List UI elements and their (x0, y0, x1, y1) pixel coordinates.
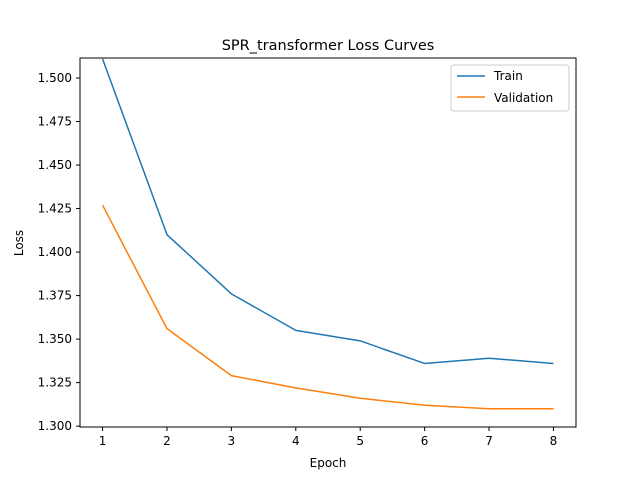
y-tick-label: 1.475 (38, 115, 72, 129)
x-tick-label: 4 (292, 434, 300, 448)
axes-frame (79, 57, 577, 428)
y-tick-label: 1.500 (38, 71, 72, 85)
series-line-train (101, 58, 554, 365)
plot-area (79, 57, 577, 428)
y-tick-label: 1.400 (38, 245, 72, 259)
x-tick-label: 7 (485, 434, 493, 448)
legend-train-label: Train (493, 69, 523, 83)
y-tick-label: 1.425 (38, 202, 72, 216)
series-layer (101, 58, 554, 410)
y-tick-label: 1.350 (38, 332, 72, 346)
chart-title: SPR_transformer Loss Curves (222, 38, 435, 54)
x-axis-ticks: 1 2 3 4 5 6 7 8 (99, 427, 558, 448)
legend-validation-label: Validation (494, 91, 553, 105)
x-tick-label: 6 (421, 434, 429, 448)
x-tick-label: 8 (550, 434, 558, 448)
x-tick-label: 3 (228, 434, 236, 448)
x-tick-label: 1 (99, 434, 107, 448)
y-axis-label: Loss (12, 230, 26, 256)
x-tick-label: 5 (356, 434, 364, 448)
y-tick-label: 1.325 (38, 376, 72, 390)
y-tick-label: 1.450 (38, 158, 72, 172)
series-line-validation (101, 204, 554, 410)
x-tick-label: 2 (163, 434, 171, 448)
y-tick-label: 1.375 (38, 289, 72, 303)
y-axis-ticks: 1.300 1.325 1.350 1.375 1.400 1.425 1.450 1.475… (38, 71, 80, 433)
y-tick-label: 1.300 (38, 419, 72, 433)
x-axis-label: Epoch (310, 456, 347, 470)
legend: Train Validation (450, 64, 570, 112)
